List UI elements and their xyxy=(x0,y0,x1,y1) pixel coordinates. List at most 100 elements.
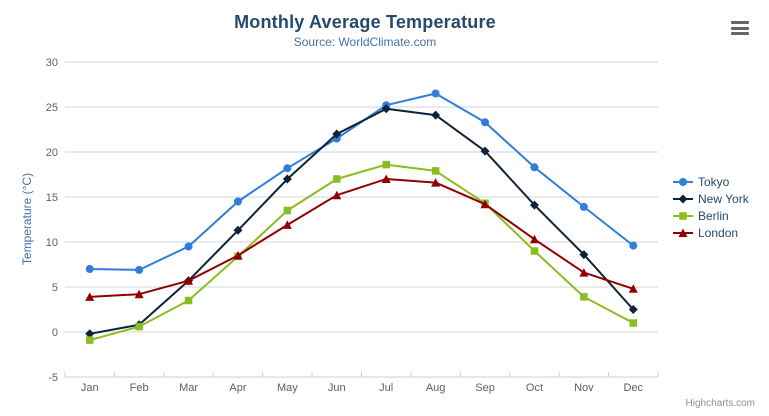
data-point-london[interactable] xyxy=(233,251,243,260)
data-point-london[interactable] xyxy=(529,234,539,244)
data-point-london[interactable] xyxy=(381,174,391,184)
data-point-new-york[interactable] xyxy=(233,225,243,235)
series-line-london xyxy=(88,178,635,298)
legend-item-label: London xyxy=(698,226,739,240)
hamburger-icon xyxy=(731,32,749,35)
y-tick-label: 5 xyxy=(52,282,58,294)
data-point-new-york[interactable] xyxy=(628,305,638,314)
legend-marker-tokyo xyxy=(679,178,687,186)
data-point-tokyo[interactable] xyxy=(85,265,94,273)
data-point-new-york[interactable] xyxy=(480,146,490,156)
data-point-london[interactable] xyxy=(579,268,589,277)
y-tick-label: 10 xyxy=(46,237,58,249)
legend-item-tokyo[interactable]: Tokyo xyxy=(673,174,749,190)
legend-item-berlin[interactable]: Berlin xyxy=(673,208,749,224)
y-tick-label: 15 xyxy=(46,192,58,204)
data-point-new-york[interactable] xyxy=(431,110,441,120)
x-tick-label: Apr xyxy=(229,382,246,394)
data-point-london[interactable] xyxy=(332,190,342,200)
x-tick-label: Jun xyxy=(328,382,346,394)
series-new-york xyxy=(85,104,638,339)
data-point-berlin[interactable] xyxy=(431,167,440,175)
data-point-berlin[interactable] xyxy=(283,206,292,215)
data-point-berlin[interactable] xyxy=(382,160,390,169)
circle-icon xyxy=(673,178,693,186)
data-point-new-york[interactable] xyxy=(529,200,539,210)
series-tokyo xyxy=(85,89,638,274)
data-point-tokyo[interactable] xyxy=(431,89,440,98)
data-point-london[interactable] xyxy=(480,199,490,209)
y-tick-label: -5 xyxy=(48,372,58,384)
data-point-new-york[interactable] xyxy=(332,129,342,139)
y-axis-labels: -5 0 5 10 15 20 25 30 xyxy=(46,57,58,384)
x-tick-label: Sep xyxy=(475,382,495,394)
data-point-tokyo[interactable] xyxy=(481,118,490,127)
series-line-berlin xyxy=(88,163,635,342)
legend-marker-new-york xyxy=(678,194,688,204)
data-point-berlin[interactable] xyxy=(580,293,588,301)
data-point-tokyo[interactable] xyxy=(283,164,292,173)
context-menu-button[interactable] xyxy=(729,19,751,37)
square-icon xyxy=(673,212,693,220)
data-point-london[interactable] xyxy=(282,220,292,229)
chart-title: Monthly Average Temperature xyxy=(234,12,496,32)
series-london xyxy=(85,174,638,301)
legend-item-london[interactable]: London xyxy=(673,225,749,241)
series-line-tokyo xyxy=(88,92,635,271)
legend-item-new-york[interactable]: New York xyxy=(673,191,749,207)
diamond-icon xyxy=(673,194,693,204)
legend-item-label: Berlin xyxy=(698,209,729,223)
legend-item-label: New York xyxy=(698,192,749,206)
data-point-tokyo[interactable] xyxy=(530,163,539,172)
data-point-berlin[interactable] xyxy=(333,175,341,183)
x-tick-label: May xyxy=(277,382,298,394)
data-point-berlin[interactable] xyxy=(135,322,143,331)
series-line-new-york xyxy=(88,107,635,335)
y-tick-label: 20 xyxy=(46,147,58,159)
x-tick-label: Feb xyxy=(130,382,149,394)
data-point-london[interactable] xyxy=(184,276,194,285)
x-axis-labels: Jan Feb Mar Apr May Jun Jul Aug Sep Oct Nov Dec xyxy=(81,382,644,394)
x-tick-label: Mar xyxy=(179,382,198,394)
x-axis xyxy=(64,372,659,378)
hamburger-icon xyxy=(731,26,749,30)
data-point-berlin[interactable] xyxy=(530,247,539,255)
data-point-tokyo[interactable] xyxy=(233,197,242,206)
chart-subtitle: Source: WorldClimate.com xyxy=(293,35,437,49)
hamburger-icon xyxy=(731,21,749,24)
y-tick-label: 0 xyxy=(52,327,58,339)
data-point-new-york[interactable] xyxy=(282,174,292,184)
data-point-london[interactable] xyxy=(134,289,144,299)
x-tick-label: Jan xyxy=(81,382,99,394)
legend-item-label: Tokyo xyxy=(698,175,730,189)
grid-lines xyxy=(65,61,658,378)
credits-link[interactable]: Highcharts.com xyxy=(685,398,755,409)
x-tick-label: Dec xyxy=(624,382,644,394)
data-point-new-york[interactable] xyxy=(85,329,95,339)
data-point-tokyo[interactable] xyxy=(184,242,193,251)
data-point-london[interactable] xyxy=(431,178,441,187)
triangle-icon xyxy=(673,228,693,237)
data-point-berlin[interactable] xyxy=(629,319,638,327)
data-point-tokyo[interactable] xyxy=(579,202,588,211)
data-point-london[interactable] xyxy=(628,284,638,293)
data-point-tokyo[interactable] xyxy=(135,265,144,274)
data-point-new-york[interactable] xyxy=(381,104,391,114)
x-tick-label: Nov xyxy=(574,382,594,394)
data-point-new-york[interactable] xyxy=(579,250,589,260)
legend: Tokyo New York Berlin London xyxy=(673,174,749,242)
x-tick-label: Oct xyxy=(526,382,543,394)
y-axis-title: Temperature (°C) xyxy=(20,172,34,266)
data-point-berlin[interactable] xyxy=(85,336,94,344)
x-tick-label: Jul xyxy=(379,382,393,394)
y-tick-label: 25 xyxy=(46,102,58,114)
y-tick-label: 30 xyxy=(46,57,58,69)
legend-marker-london xyxy=(678,228,688,237)
data-point-berlin[interactable] xyxy=(184,296,193,305)
legend-marker-berlin xyxy=(679,212,687,220)
data-point-tokyo[interactable] xyxy=(629,241,638,250)
data-point-london[interactable] xyxy=(85,292,95,301)
x-tick-label: Aug xyxy=(426,382,446,394)
